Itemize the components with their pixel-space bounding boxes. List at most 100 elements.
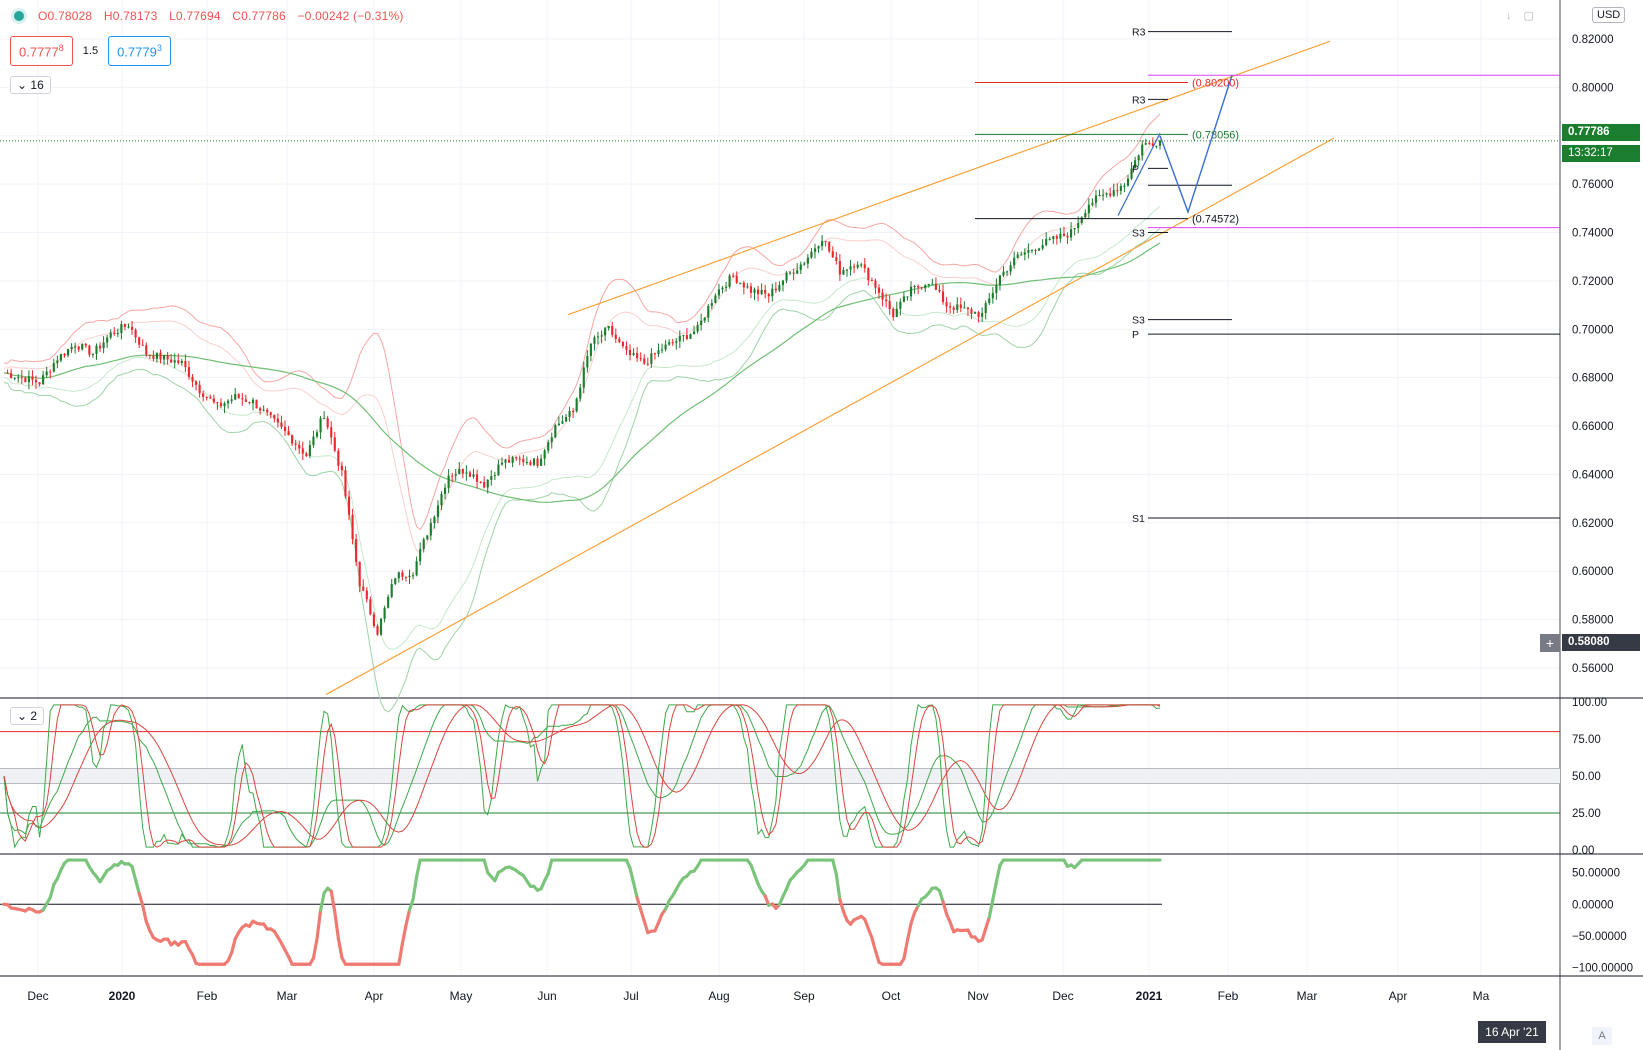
stoch-tick-label: 25.00 xyxy=(1572,808,1601,820)
candle-body xyxy=(387,596,390,608)
price-tick-label: 0.70000 xyxy=(1572,324,1614,336)
maximize-icon[interactable]: ▢ xyxy=(1523,10,1546,22)
auto-scale-button[interactable]: A xyxy=(1592,1027,1612,1045)
candle-body xyxy=(280,422,283,427)
symbol-status-icon xyxy=(14,11,24,21)
candle-body xyxy=(849,266,852,270)
candle-body xyxy=(564,416,568,422)
candle-body xyxy=(988,298,991,304)
candle-body xyxy=(66,349,70,356)
candle-body xyxy=(856,264,859,268)
candle-body xyxy=(536,458,539,466)
momentum-segment xyxy=(749,863,757,877)
currency-button[interactable]: USD xyxy=(1592,7,1626,23)
candle-body xyxy=(308,445,311,456)
candle-body xyxy=(312,436,315,446)
horizontal-levels[interactable]: (0.80200) (0.78056) (0.74572) R3 R3 P S3 S3 P S1 xyxy=(0,27,1560,525)
momentum-segment xyxy=(137,891,145,908)
pivot-label: S3 xyxy=(1132,227,1145,239)
momentum-segment xyxy=(48,883,56,900)
candle-body xyxy=(127,326,130,328)
candle-body xyxy=(525,462,528,464)
candle-body xyxy=(845,269,849,271)
momentum-segment xyxy=(834,872,842,901)
candle-body xyxy=(828,242,831,252)
momentum-segment xyxy=(318,891,326,912)
trend-channel[interactable] xyxy=(325,40,1335,696)
candle-body xyxy=(27,376,30,383)
candle-body xyxy=(771,288,774,297)
momentum-segment xyxy=(130,864,138,882)
price-tick-label: 0.72000 xyxy=(1572,276,1614,288)
candle-body xyxy=(276,418,279,423)
momentum-segment xyxy=(763,894,771,907)
momentum-segment xyxy=(134,878,141,895)
candle-body xyxy=(589,343,592,356)
time-tick-label: Nov xyxy=(967,989,988,1003)
time-tick-label: Oct xyxy=(882,989,901,1003)
stoch-tick-label: 75.00 xyxy=(1572,734,1601,746)
momentum-segment xyxy=(987,898,995,920)
candle-body xyxy=(1141,144,1144,156)
candle-body xyxy=(109,332,112,338)
price-tick-label: 0.60000 xyxy=(1572,566,1614,578)
momentum-segment xyxy=(141,904,148,924)
candle-body xyxy=(184,360,187,368)
momentum-segment xyxy=(948,920,956,934)
price-projection-path[interactable] xyxy=(1117,75,1233,216)
crosshair-add-button[interactable]: + xyxy=(1540,634,1560,652)
candle-body xyxy=(358,561,361,587)
main-indicators-toggle[interactable]: ⌄ 16 xyxy=(10,76,51,94)
candle-body xyxy=(1158,140,1162,146)
candle-body xyxy=(141,344,144,346)
momentum-segment xyxy=(642,919,650,935)
time-tick-label: Apr xyxy=(1389,989,1408,1003)
candle-body xyxy=(355,539,358,562)
price-tick-label: 0.76000 xyxy=(1572,179,1614,191)
candle-body xyxy=(362,586,365,591)
candle-body xyxy=(458,469,461,475)
candle-body xyxy=(532,458,536,465)
candle-body xyxy=(703,317,706,321)
time-tick-label: Aug xyxy=(708,989,729,1003)
candle-body xyxy=(315,432,319,437)
candle-body xyxy=(155,352,159,359)
candle-body xyxy=(931,283,934,285)
candle-body xyxy=(1084,213,1087,218)
candle-body xyxy=(223,403,226,407)
candle-body xyxy=(490,476,493,480)
candle-body xyxy=(287,431,290,436)
candle-body xyxy=(511,457,514,463)
candle-body xyxy=(266,409,269,413)
time-tick-label: Sep xyxy=(793,989,815,1003)
candle-body xyxy=(885,299,888,302)
arrow-down-icon[interactable]: ↓ xyxy=(1506,10,1524,22)
price-tick-label: 0.80000 xyxy=(1572,82,1614,94)
momentum-segment xyxy=(400,923,408,946)
candle-body xyxy=(269,412,272,415)
candle-body xyxy=(881,292,884,300)
pane-controls: ↓▢ xyxy=(1506,9,1546,22)
stoch-slow-k xyxy=(3,704,1160,848)
candle-body xyxy=(774,288,777,291)
momentum-segment xyxy=(841,909,849,922)
candle-body xyxy=(340,465,343,471)
sell-button[interactable]: 0.77778 xyxy=(10,35,73,67)
stoch-indicators-toggle[interactable]: ⌄ 2 xyxy=(10,707,45,725)
stoch-slow-d xyxy=(3,704,1160,846)
candle-body xyxy=(344,470,347,497)
candle-body xyxy=(685,335,688,339)
price-tick-label: 0.62000 xyxy=(1572,518,1614,530)
candle-body xyxy=(77,346,80,350)
stoch-tick-label: 100.00 xyxy=(1572,697,1607,709)
open-value: O0.78028 xyxy=(38,9,93,23)
candle-body xyxy=(1034,249,1037,251)
candle-body xyxy=(451,475,454,477)
candle-body xyxy=(6,372,9,374)
buy-button[interactable]: 0.77793 xyxy=(108,35,171,67)
momentum-segment xyxy=(336,936,344,960)
price-tick-label: 0.74000 xyxy=(1572,227,1614,239)
candle-body xyxy=(34,379,38,383)
candle-body xyxy=(692,331,696,335)
